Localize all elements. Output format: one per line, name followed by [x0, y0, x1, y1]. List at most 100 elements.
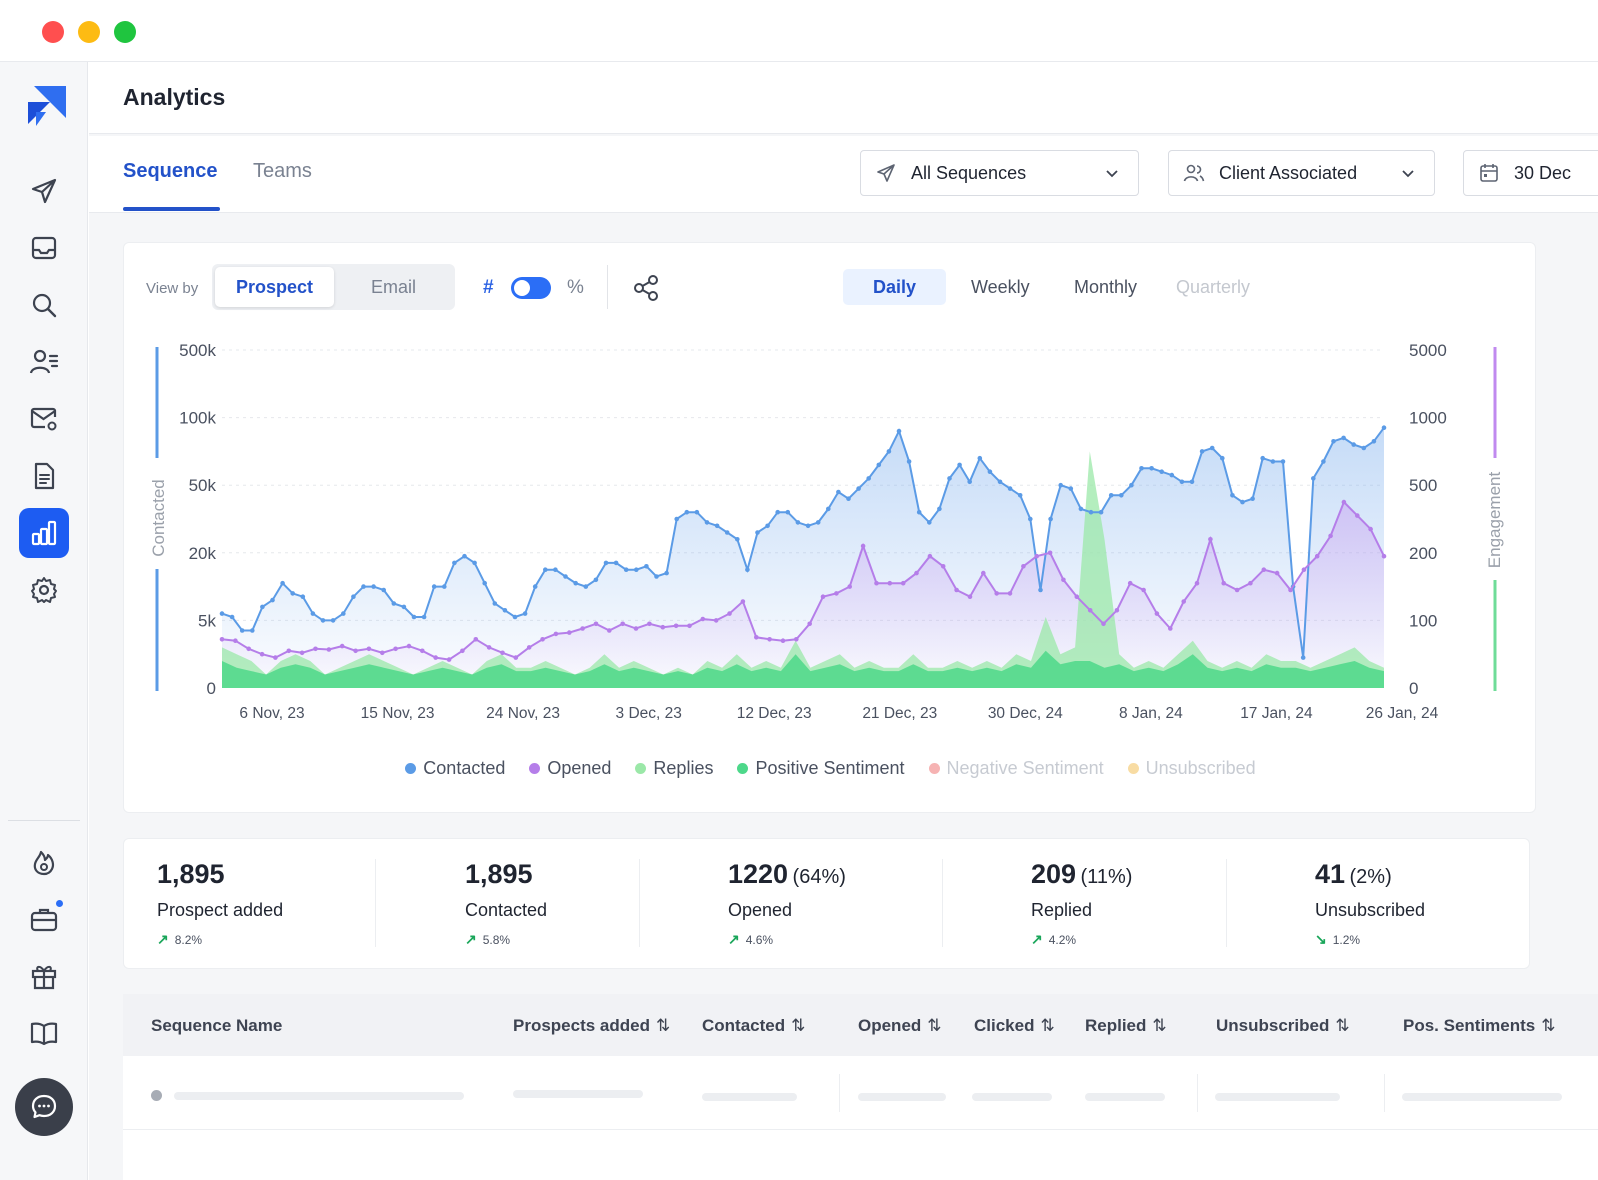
- contacted-point: [1169, 472, 1175, 478]
- opened-point: [794, 637, 799, 642]
- opened-point: [940, 564, 946, 569]
- sidebar-item-settings[interactable]: [19, 565, 69, 615]
- legend-item[interactable]: Contacted: [405, 758, 505, 779]
- contacted-point: [977, 455, 983, 461]
- period-daily-button[interactable]: Daily: [843, 269, 947, 305]
- view-by-prospect-button[interactable]: Prospect: [215, 267, 334, 307]
- stat-value: 1220: [728, 859, 789, 889]
- skeleton-placeholder: [972, 1093, 1052, 1101]
- contacted-point: [371, 584, 376, 589]
- sidebar-item-contacts[interactable]: [19, 337, 69, 387]
- x-axis-tick: 26 Jan, 24: [1366, 705, 1439, 722]
- x-axis-tick: 21 Dec, 23: [862, 705, 937, 722]
- contacted-point: [1038, 587, 1043, 593]
- active-tab-indicator: [123, 207, 220, 211]
- contacted-point: [583, 584, 589, 589]
- sidebar-item-search[interactable]: [19, 280, 69, 330]
- period-weekly-button[interactable]: Weekly: [971, 276, 1030, 297]
- tab-bar: Sequence Teams All Sequences Client Asso…: [89, 136, 1598, 213]
- legend-item[interactable]: Replies: [635, 758, 713, 779]
- opened-point: [433, 655, 439, 660]
- sidebar-item-templates[interactable]: [19, 451, 69, 501]
- stat-label: Replied: [1031, 900, 1093, 920]
- warmup-icon: [33, 850, 55, 876]
- opened-point: [1288, 587, 1293, 593]
- legend-item[interactable]: Unsubscribed: [1127, 758, 1256, 779]
- legend-label: Unsubscribed: [1145, 758, 1256, 778]
- y-axis-left-tick: 5k: [198, 611, 216, 630]
- column-header-pos-sentiments[interactable]: Pos. Sentiments ⇅: [1403, 1016, 1556, 1036]
- column-header-sequence-name[interactable]: Sequence Name: [151, 1016, 282, 1036]
- sidebar-item-docs[interactable]: [19, 1008, 69, 1058]
- period-quarterly-button[interactable]: Quarterly: [1176, 276, 1251, 297]
- view-by-label: View by: [146, 280, 199, 297]
- period-monthly-button[interactable]: Monthly: [1074, 276, 1138, 297]
- opened-point: [313, 646, 318, 652]
- x-axis-tick: 6 Nov, 23: [239, 705, 304, 722]
- sidebar-item-analytics[interactable]: [19, 508, 69, 558]
- opened-point: [820, 594, 826, 599]
- share-icon[interactable]: [632, 274, 660, 302]
- sidebar-item-sequences[interactable]: [19, 166, 69, 216]
- contacted-point: [1260, 455, 1265, 461]
- stat-trend: ↗ 4.2%: [1031, 931, 1132, 948]
- opened-point: [353, 648, 358, 654]
- brand-logo-icon[interactable]: [22, 82, 68, 128]
- column-header-replied[interactable]: Replied ⇅: [1085, 1016, 1167, 1036]
- legend-item[interactable]: Positive Sentiment: [737, 758, 905, 779]
- contacted-point: [1068, 486, 1074, 491]
- column-header-prospects-added[interactable]: Prospects added ⇅: [513, 1016, 670, 1036]
- contacted-point: [836, 489, 841, 495]
- sidebar-item-inbox[interactable]: [19, 223, 69, 273]
- x-axis-tick: 24 Nov, 23: [486, 705, 560, 722]
- stat-value: 41: [1315, 859, 1346, 889]
- toolbar-divider: [607, 265, 608, 309]
- date-range-picker[interactable]: 30 Dec: [1463, 150, 1598, 196]
- chat-button[interactable]: [15, 1078, 73, 1136]
- legend-item[interactable]: Opened: [529, 758, 611, 779]
- maximize-window-button[interactable]: [114, 21, 136, 43]
- tab-sequence[interactable]: Sequence: [123, 160, 218, 182]
- sidebar-item-warmup[interactable]: [19, 837, 69, 887]
- legend-item[interactable]: Negative Sentiment: [928, 758, 1104, 779]
- contacted-point: [714, 523, 720, 529]
- count-percent-toggle[interactable]: [511, 277, 551, 299]
- sequences-dropdown[interactable]: All Sequences: [860, 150, 1139, 196]
- stat-label: Prospect added: [157, 900, 284, 920]
- trend-up-icon: ↗: [1031, 931, 1043, 947]
- opened-point: [1181, 599, 1186, 604]
- book-icon: [30, 1022, 58, 1046]
- column-header-unsubscribed[interactable]: Unsubscribed ⇅: [1216, 1016, 1350, 1036]
- sort-icon: ⇅: [1541, 1016, 1556, 1035]
- y-axis-right-tick: 0: [1409, 679, 1418, 698]
- column-header-clicked[interactable]: Clicked ⇅: [974, 1016, 1055, 1036]
- view-by-email-button[interactable]: Email: [370, 276, 416, 297]
- column-label: Prospects added: [513, 1016, 650, 1035]
- skeleton-placeholder: [1085, 1093, 1165, 1101]
- stat-label: Contacted: [465, 900, 548, 920]
- opened-point: [420, 648, 425, 654]
- column-header-contacted[interactable]: Contacted ⇅: [702, 1016, 805, 1036]
- tab-teams[interactable]: Teams: [253, 160, 312, 182]
- contacted-point: [330, 618, 336, 623]
- y-axis-left-tick: 500k: [179, 341, 216, 360]
- minimize-window-button[interactable]: [78, 21, 100, 43]
- column-header-opened[interactable]: Opened ⇅: [858, 1016, 942, 1036]
- main-content: Analytics Sequence Teams All Sequences C…: [89, 62, 1598, 1180]
- sidebar-item-rewards[interactable]: [19, 951, 69, 1001]
- contacted-point: [442, 584, 447, 589]
- close-window-button[interactable]: [42, 21, 64, 43]
- contacted-point: [765, 523, 770, 529]
- contacted-point: [1119, 493, 1124, 498]
- positive-sentiment-area: [222, 650, 1384, 688]
- contacted-point: [482, 580, 488, 586]
- sidebar-item-mailboxes[interactable]: [19, 394, 69, 444]
- contacted-point: [634, 567, 639, 572]
- contacted-point: [421, 614, 427, 620]
- contacted-point: [381, 587, 387, 593]
- contacted-point: [1311, 476, 1316, 481]
- sidebar: [0, 62, 88, 1180]
- contacted-point: [644, 564, 649, 569]
- client-dropdown[interactable]: Client Associated: [1168, 150, 1435, 196]
- sidebar-item-clients[interactable]: [19, 894, 69, 944]
